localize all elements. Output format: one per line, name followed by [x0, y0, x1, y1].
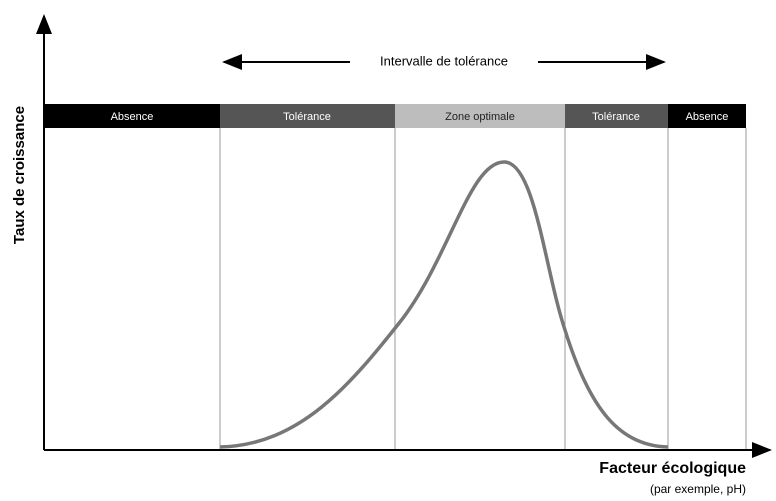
zone-label: Absence: [111, 111, 154, 123]
zone-label: Tolérance: [592, 111, 640, 123]
zone-label: Absence: [686, 111, 729, 123]
growth-curve: [219, 160, 669, 449]
label-bg: [350, 52, 538, 72]
x-axis-label: Facteur écologique: [599, 460, 746, 477]
zone-tolerance: [565, 104, 668, 128]
y-axis-label: Taux de croissance: [11, 106, 28, 244]
zone-absence: [44, 104, 220, 128]
zone-label: Zone optimale: [445, 111, 515, 123]
zone-absence: [668, 104, 746, 128]
zone-label: Tolérance: [283, 111, 331, 123]
zone-optimal: [395, 104, 565, 128]
x-axis-sublabel: (par exemple, pH): [650, 482, 746, 496]
interval-label: Intervalle de tolérance: [380, 53, 508, 68]
zone-tolerance: [220, 104, 395, 128]
